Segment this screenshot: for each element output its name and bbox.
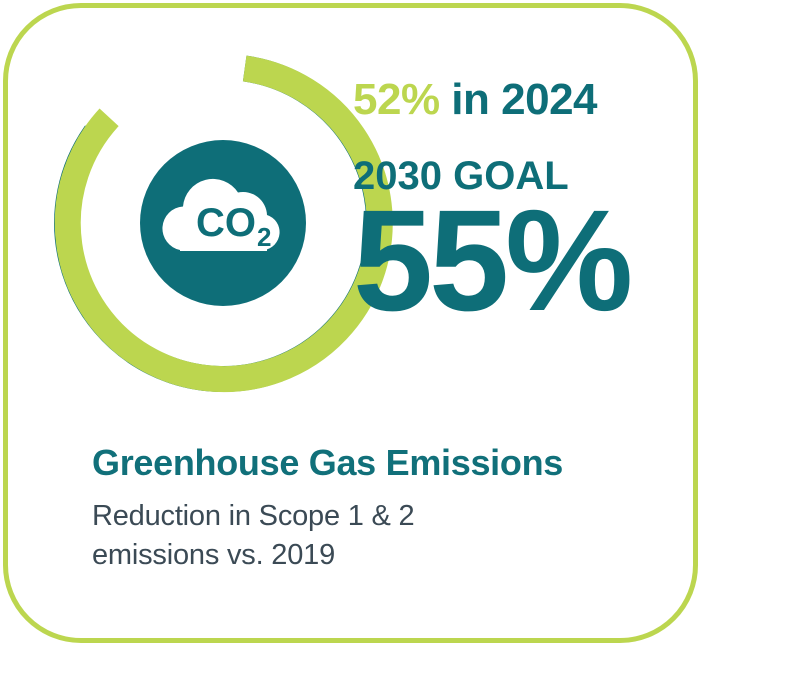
caption-title: Greenhouse Gas Emissions <box>92 442 563 483</box>
current-progress-year: in 2024 <box>439 75 598 124</box>
co2-label-subscript: 2 <box>257 222 271 252</box>
current-progress-value: 52% <box>353 75 440 124</box>
co2-cloud-icon: CO 2 <box>140 140 306 306</box>
progress-donut-chart <box>53 53 393 393</box>
stat-card: CO 2 52% in 2024 2030 GOAL 55% Greenhous… <box>3 3 698 643</box>
cloud-base <box>180 240 267 251</box>
goal-value: 55% <box>353 180 633 341</box>
co2-label-main: CO <box>196 201 256 245</box>
caption-subtitle: Reduction in Scope 1 & 2 emissions vs. 2… <box>92 497 652 575</box>
current-progress-line: 52% in 2024 <box>353 78 683 122</box>
caption-subtitle-line-2: emissions vs. 2019 <box>92 538 336 571</box>
goal-label: 2030 GOAL <box>353 154 569 198</box>
figures-block: 52% in 2024 2030 GOAL 55% <box>353 78 683 341</box>
caption-subtitle-line-1: Reduction in Scope 1 & 2 <box>92 499 415 532</box>
caption-block: Greenhouse Gas Emissions Reduction in Sc… <box>92 443 652 575</box>
donut-arc-achieved <box>54 55 393 393</box>
cloud-shape <box>162 178 280 250</box>
